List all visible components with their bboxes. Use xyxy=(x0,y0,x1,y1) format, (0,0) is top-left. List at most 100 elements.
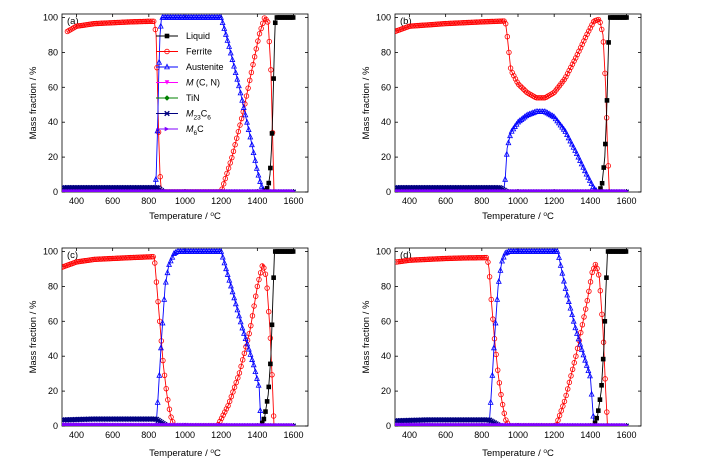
data-point-austenite xyxy=(567,137,574,144)
x-tick-label: 400 xyxy=(69,430,84,440)
data-point-ferrite xyxy=(571,58,577,64)
x-tick-label: 1600 xyxy=(617,196,637,206)
data-point-austenite xyxy=(223,265,230,272)
data-point-austenite xyxy=(250,361,257,368)
data-point-austenite xyxy=(224,36,231,43)
data-point-liquid xyxy=(268,165,273,171)
data-point-austenite xyxy=(169,253,176,260)
data-point-ferrite xyxy=(247,77,253,84)
data-point-liquid xyxy=(271,275,276,280)
data-point-ferrite xyxy=(569,61,576,67)
data-point-ferrite xyxy=(506,49,512,56)
data-point-ferrite xyxy=(587,279,594,285)
series-layer xyxy=(62,14,297,192)
legend-marker-mcn xyxy=(164,80,170,85)
y-tick-label: 100 xyxy=(376,246,391,256)
data-point-austenite xyxy=(224,270,231,277)
x-tick-label: 800 xyxy=(141,430,156,440)
data-point-ferrite xyxy=(235,375,241,381)
data-point-ferrite xyxy=(499,401,506,408)
x-tick-label: 1200 xyxy=(211,196,231,206)
y-tick-label: 0 xyxy=(386,187,391,197)
data-point-ferrite xyxy=(573,55,579,61)
data-point-ferrite xyxy=(237,122,243,128)
data-point-ferrite xyxy=(161,372,168,379)
data-point-ferrite xyxy=(501,18,507,24)
data-point-ferrite xyxy=(519,84,525,91)
data-point-ferrite xyxy=(563,392,569,399)
x-tick-label: 1200 xyxy=(211,430,231,440)
data-point-ferrite xyxy=(602,376,608,382)
data-point-ferrite xyxy=(226,398,233,405)
data-point-ferrite xyxy=(250,61,256,68)
data-point-austenite xyxy=(232,300,239,307)
data-point-austenite xyxy=(590,412,597,419)
x-tick-label: 600 xyxy=(438,430,453,440)
data-point-ferrite xyxy=(568,373,574,379)
data-point-austenite xyxy=(231,294,238,301)
x-tick-label: 1200 xyxy=(544,196,564,206)
data-point-austenite xyxy=(495,277,502,284)
data-point-austenite xyxy=(583,361,590,368)
data-point-austenite xyxy=(564,291,571,298)
data-point-ferrite xyxy=(256,31,263,37)
data-point-m6c xyxy=(624,423,629,426)
legend-label-m23c6: M23C6 xyxy=(186,109,211,122)
data-point-ferrite xyxy=(566,379,573,386)
x-tick-label: 1000 xyxy=(175,196,195,206)
x-tick-label: 1000 xyxy=(175,430,195,440)
data-point-austenite xyxy=(247,133,254,140)
data-point-ferrite xyxy=(251,54,258,60)
axis-ticks: 400 600 800 1000 1200 1400 1600 0 20 40 60 80 100 xyxy=(43,246,308,440)
data-point-austenite xyxy=(218,14,224,20)
data-point-ferrite xyxy=(253,46,259,52)
y-axis-label: Mass fraction / % xyxy=(361,300,372,373)
data-point-austenite xyxy=(244,340,251,347)
data-point-austenite xyxy=(237,318,244,325)
data-point-austenite xyxy=(255,171,262,178)
data-point-austenite xyxy=(221,259,228,266)
legend-label-tin: TiN xyxy=(186,93,200,103)
data-point-ferrite xyxy=(485,259,491,265)
data-point-ferrite xyxy=(599,311,605,318)
data-point-ferrite xyxy=(266,38,272,45)
data-point-austenite xyxy=(583,170,590,177)
data-point-liquid xyxy=(272,20,278,26)
data-point-ferrite xyxy=(270,413,277,419)
data-point-austenite xyxy=(227,282,234,289)
data-point-austenite xyxy=(503,150,510,157)
axis-ticks: 400 600 800 1000 1200 1400 1600 0 20 40 60 80 100 xyxy=(43,12,308,206)
data-point-austenite xyxy=(227,49,234,56)
data-point-liquid xyxy=(263,409,268,414)
data-point-liquid xyxy=(604,98,610,103)
data-point-austenite xyxy=(570,317,577,324)
data-point-austenite xyxy=(239,324,246,331)
data-point-austenite xyxy=(590,183,597,190)
data-point-austenite xyxy=(164,269,171,276)
data-point-ferrite xyxy=(257,270,264,276)
data-point-austenite xyxy=(556,254,563,260)
y-axis-label: Mass fraction / % xyxy=(28,300,39,373)
data-point-ferrite xyxy=(243,93,250,99)
legend-marker-liquid xyxy=(164,33,170,39)
data-point-austenite xyxy=(219,253,226,260)
data-point-ferrite xyxy=(240,357,246,363)
data-point-ferrite xyxy=(149,18,155,25)
y-axis-label: Mass fraction / % xyxy=(361,66,372,139)
y-tick-label: 80 xyxy=(48,47,58,57)
data-point-austenite xyxy=(572,146,579,153)
data-point-ferrite xyxy=(222,175,229,182)
data-point-liquid xyxy=(599,180,605,186)
data-point-m23c6 xyxy=(153,184,160,191)
data-point-ferrite xyxy=(511,73,517,79)
legend-label-ferrite: Ferrite xyxy=(186,47,212,57)
data-point-austenite xyxy=(541,108,548,115)
data-point-liquid xyxy=(290,249,296,254)
data-point-austenite xyxy=(559,269,566,276)
legend-label-austenite: Austenite xyxy=(186,62,224,72)
data-point-ferrite xyxy=(231,384,238,390)
series-layer xyxy=(62,248,297,426)
data-point-ferrite xyxy=(555,417,561,423)
data-point-ferrite xyxy=(230,389,236,395)
